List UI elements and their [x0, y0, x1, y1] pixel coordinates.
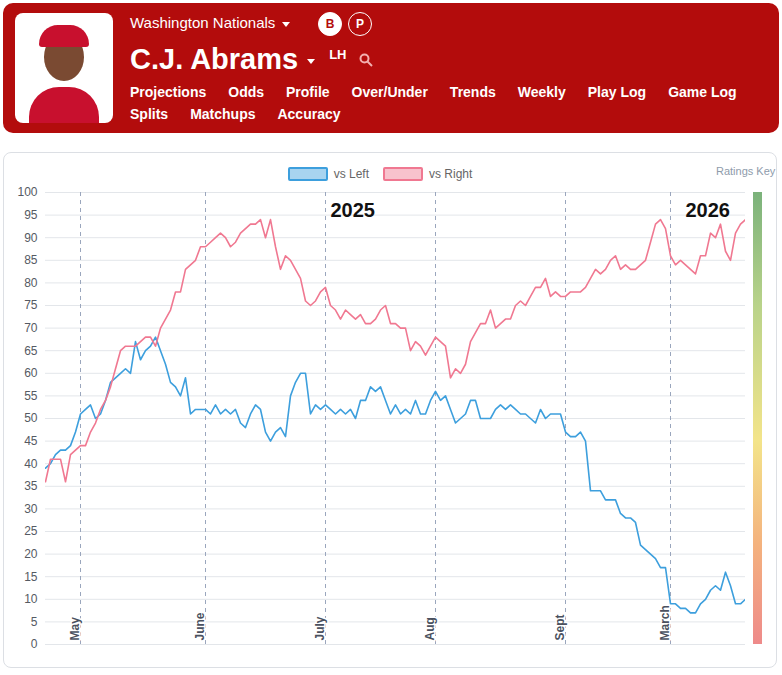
html-text:Over/Under: Over/Under — [351, 84, 428, 100]
svg-text:25: 25 — [24, 524, 38, 538]
svg-text:0: 0 — [31, 637, 38, 651]
html-text:P: P — [356, 17, 364, 31]
html-text:Accuracy: Accuracy — [277, 106, 341, 122]
svg-text:March: March — [658, 605, 672, 640]
html-text:B: B — [325, 17, 335, 31]
svg-text:20: 20 — [24, 547, 38, 561]
html-text:Profile: Profile — [286, 84, 330, 100]
svg-text:2026: 2026 — [686, 199, 731, 221]
html-text:Weekly: Weekly — [517, 84, 566, 100]
svg-text:60: 60 — [24, 366, 38, 380]
svg-text:10: 10 — [24, 592, 38, 606]
svg-text:July: July — [313, 616, 327, 640]
svg-text:65: 65 — [24, 344, 38, 358]
html-text:Projections: Projections — [130, 84, 207, 100]
html-text:vs Left: vs Left — [333, 167, 369, 181]
html-text:vs Right: vs Right — [429, 167, 473, 181]
svg-text:40: 40 — [24, 457, 38, 471]
html-text:Odds: Odds — [228, 84, 264, 100]
html-text:Trends: Trends — [449, 84, 496, 100]
svg-text:75: 75 — [24, 298, 38, 312]
svg-text:May: May — [68, 617, 82, 641]
html-text:Ratings Key: Ratings Key — [716, 165, 776, 177]
html-text:Splits: Splits — [130, 106, 169, 122]
html-text:C.J. Abrams: C.J. Abrams — [130, 43, 299, 75]
svg-text:70: 70 — [24, 321, 38, 335]
svg-text:100: 100 — [17, 185, 37, 199]
svg-text:55: 55 — [24, 389, 38, 403]
svg-text:85: 85 — [24, 253, 38, 267]
svg-text:90: 90 — [24, 231, 38, 245]
svg-text:80: 80 — [24, 276, 38, 290]
svg-text:95: 95 — [24, 208, 38, 222]
svg-text:50: 50 — [24, 411, 38, 425]
html-text:Washington Nationals: Washington Nationals — [130, 14, 276, 31]
svg-text:June: June — [193, 612, 207, 640]
svg-text:15: 15 — [24, 570, 38, 584]
svg-text:2025: 2025 — [331, 199, 376, 221]
svg-text:35: 35 — [24, 479, 38, 493]
svg-text:30: 30 — [24, 502, 38, 516]
svg-text:45: 45 — [24, 434, 38, 448]
svg-text:Sept: Sept — [553, 614, 567, 640]
html-text:Play Log: Play Log — [587, 84, 647, 100]
svg-text:5: 5 — [31, 615, 38, 629]
html-text:Game Log: Game Log — [668, 84, 737, 100]
svg-text:Aug: Aug — [423, 617, 437, 640]
html-text:Matchups: Matchups — [190, 106, 256, 122]
html-text:LH: LH — [329, 47, 347, 62]
